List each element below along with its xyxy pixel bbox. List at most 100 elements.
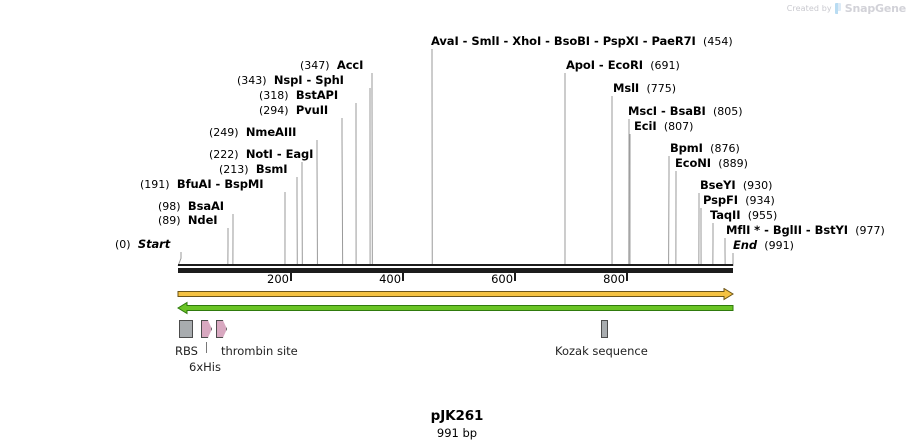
restriction-site-label: EciI (807)	[634, 119, 694, 134]
restriction-site-label: MscI - BsaBI (805)	[628, 104, 743, 119]
enzyme-name: PaeR7I	[651, 34, 696, 48]
restriction-site-label: AvaI - SmlI - XhoI - BsoBI - PspXI - Pae…	[431, 34, 733, 49]
enzyme-name: BsaBI	[669, 104, 706, 118]
feature-rbs[interactable]	[179, 320, 193, 338]
enzyme-name: TaqII	[710, 208, 741, 222]
snapgene-logo-icon	[834, 3, 842, 14]
strand-orientation-arrows	[177, 288, 734, 315]
sequence-ruler: 200 400 600 800	[0, 262, 914, 292]
ruler-tick-label: 600	[491, 272, 514, 286]
watermark-created-by-text: Created by	[786, 4, 832, 13]
enzyme-name: BpmI	[670, 141, 703, 155]
restriction-site-label: MslI (775)	[613, 81, 677, 96]
enzyme-name: NotI	[245, 147, 273, 161]
feature-label: thrombin site	[221, 344, 298, 358]
restriction-site-label: (98) BsaAI	[158, 199, 224, 214]
restriction-site-label: TaqII (955)	[710, 208, 778, 223]
restriction-site-label: PspFI (934)	[703, 193, 775, 208]
enzyme-name: BsmI	[255, 162, 288, 176]
enzyme-name: EcoRI	[607, 58, 643, 72]
enzyme-name: BstAPI	[295, 88, 339, 102]
enzyme-name: EagI	[285, 147, 314, 161]
ruler-tick-label: 400	[379, 272, 402, 286]
enzyme-name: Start	[137, 237, 171, 251]
enzyme-name: MscI	[628, 104, 657, 118]
site-position: (0)	[115, 238, 131, 251]
feature-label: 6xHis	[189, 360, 221, 374]
enzyme-name: PspFI	[703, 193, 738, 207]
feature-label: RBS	[175, 344, 198, 358]
plasmid-name: pJK261	[430, 408, 484, 424]
restriction-site-label: (89) NdeI	[158, 213, 218, 228]
restriction-site-label: BseYI (930)	[700, 178, 773, 193]
restriction-site-label: (294) PvuII	[259, 103, 329, 118]
feature-label: Kozak sequence	[555, 344, 648, 358]
watermark-brand-text: SnapGene	[844, 2, 906, 15]
restriction-site-label: BpmI (876)	[670, 141, 740, 156]
enzyme-separator: -	[801, 223, 815, 237]
snapgene-watermark: Created by SnapGene	[787, 2, 906, 15]
enzyme-name: BglII	[772, 223, 802, 237]
reverse-strand-arrow	[177, 301, 734, 315]
site-position: (807)	[663, 120, 694, 133]
enzyme-name: BstYI	[814, 223, 848, 237]
ruler-tick-label: 200	[267, 272, 289, 286]
enzyme-name: MflI *	[726, 223, 761, 237]
enzyme-name: EciI	[634, 119, 657, 133]
feature-thrombin-site[interactable]	[216, 320, 227, 338]
restriction-site-label: (0) Start	[115, 237, 171, 252]
site-position: (889)	[718, 157, 748, 170]
site-position: (775)	[646, 82, 677, 95]
restriction-site-label: (213) BsmI	[219, 162, 288, 177]
enzyme-separator: -	[760, 223, 773, 237]
restriction-site-label: (191) BfuAI - BspMI	[140, 177, 264, 192]
forward-strand-arrow	[177, 288, 734, 301]
site-position: (222)	[209, 148, 239, 161]
enzyme-separator: -	[458, 34, 472, 48]
enzyme-name: NspI	[273, 73, 303, 87]
restriction-site-label: End (991)	[733, 238, 794, 253]
site-position: (89)	[158, 214, 181, 227]
restriction-site-labels: (0) Start (89) NdeI (98) BsaAI (191) BfuAI …	[115, 34, 885, 253]
enzyme-name: BspMI	[224, 177, 264, 191]
plasmid-size: 991 bp	[436, 426, 478, 440]
enzyme-separator: -	[589, 34, 603, 48]
site-position: (294)	[259, 104, 289, 117]
enzyme-name: SmlI	[471, 34, 500, 48]
site-position: (249)	[209, 126, 239, 139]
enzyme-separator: -	[657, 104, 670, 118]
enzyme-name: End	[733, 238, 757, 252]
enzyme-name: PspXI	[602, 34, 639, 48]
enzyme-separator: -	[541, 34, 554, 48]
enzyme-separator: -	[499, 34, 513, 48]
site-position: (977)	[855, 224, 885, 237]
site-position: (318)	[259, 89, 289, 102]
site-position: (930)	[742, 179, 773, 192]
site-position: (191)	[140, 178, 170, 191]
site-position: (805)	[713, 105, 743, 118]
site-position: (955)	[747, 209, 778, 222]
plasmid-title-block: pJK261 991 bp	[0, 408, 914, 440]
enzyme-name: BseYI	[700, 178, 736, 192]
ruler-tick-label: 800	[603, 272, 626, 286]
feature-6xhis[interactable]	[201, 320, 212, 338]
restriction-site-label: ApoI - EcoRI (691)	[566, 58, 680, 73]
enzyme-name: MslI	[613, 81, 640, 95]
enzyme-name: EcoNI	[675, 156, 711, 170]
enzyme-name: ApoI	[566, 58, 595, 72]
site-position: (98)	[158, 200, 181, 213]
enzyme-name: PvuII	[295, 103, 329, 117]
feature-kozak-sequence[interactable]	[601, 320, 608, 338]
site-position: (347)	[300, 59, 330, 72]
enzyme-name: NmeAIII	[245, 125, 297, 139]
enzyme-separator: -	[594, 58, 608, 72]
site-position: (454)	[703, 35, 733, 48]
enzyme-separator: -	[211, 177, 225, 191]
enzyme-name: BsaAI	[187, 199, 224, 213]
restriction-site-label: (347) AccI	[300, 59, 363, 73]
site-position: (934)	[745, 194, 775, 207]
ruler-tick	[402, 273, 405, 281]
enzyme-name: NdeI	[187, 213, 218, 227]
restriction-site-label: EcoNI (889)	[675, 156, 748, 171]
enzyme-separator: -	[272, 147, 286, 161]
